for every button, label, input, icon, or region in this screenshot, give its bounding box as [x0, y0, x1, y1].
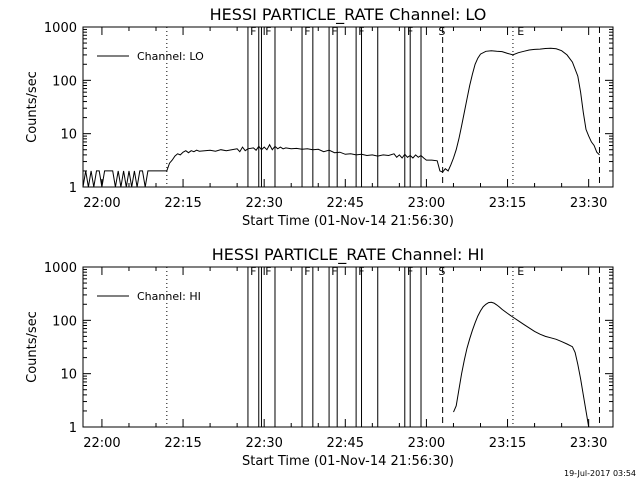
plot-frame: [82, 266, 614, 428]
series-line: [82, 47, 600, 188]
x-axis-label: Start Time (01-Nov-14 21:56:30): [242, 214, 454, 229]
x-axis-label: Start Time (01-Nov-14 21:56:30): [242, 454, 454, 469]
y-tick-label: 1000: [44, 261, 77, 276]
flag-label: F: [304, 25, 310, 38]
x-tick-label: 23:15: [489, 196, 526, 211]
x-tick-label: 22:00: [83, 436, 120, 451]
x-tick-label: 22:45: [327, 436, 364, 451]
y-axis-label: Counts/sec: [25, 311, 40, 383]
x-tick-label: 22:45: [327, 196, 364, 211]
y-tick-label: 1000: [44, 21, 77, 36]
y-tick-label: 10: [60, 368, 77, 383]
flag-label: S: [438, 25, 445, 38]
flag-label: F: [331, 265, 337, 278]
x-tick-label: 23:00: [408, 436, 445, 451]
series-line: [453, 301, 590, 428]
flag-label: E: [517, 265, 524, 278]
flag-label: F: [265, 25, 271, 38]
flag-label: F: [250, 265, 256, 278]
chart-panel-hi: HESSI PARTICLE_RATE Channel: HI 22:00 22:1…: [25, 245, 614, 469]
flag-label: F: [407, 25, 413, 38]
flag-label: F: [304, 265, 310, 278]
chart-title: HESSI PARTICLE_RATE Channel: LO: [210, 5, 487, 25]
plot-frame: [82, 26, 614, 188]
flag-label: F: [358, 265, 364, 278]
y-tick-label: 100: [52, 74, 77, 89]
timestamp: 19-Jul-2017 03:54: [564, 469, 636, 478]
y-tick-label: 10: [60, 128, 77, 143]
flag-label: E: [517, 25, 524, 38]
x-tick-label: 22:30: [245, 196, 282, 211]
x-tick-label: 23:30: [570, 196, 607, 211]
x-tick-label: 23:30: [570, 436, 607, 451]
legend-label: Channel: LO: [137, 50, 204, 63]
y-tick-label: 100: [52, 314, 77, 329]
chart-panel-lo: HESSI PARTICLE_RATE Channel: LO 22:00 22:1…: [25, 5, 614, 229]
flag-label: S: [438, 265, 445, 278]
x-tick-label: 23:15: [489, 436, 526, 451]
y-tick-label: 1: [69, 421, 77, 436]
y-tick-label: 1: [69, 181, 77, 196]
x-tick-label: 22:15: [164, 436, 201, 451]
flag-label: F: [407, 265, 413, 278]
flag-label: F: [331, 25, 337, 38]
flag-label: F: [358, 25, 364, 38]
x-tick-label: 22:30: [245, 436, 282, 451]
chart-title: HESSI PARTICLE_RATE Channel: HI: [212, 245, 485, 265]
x-tick-label: 22:15: [164, 196, 201, 211]
flag-label: F: [265, 265, 271, 278]
legend-label: Channel: HI: [137, 290, 201, 303]
x-tick-label: 23:00: [408, 196, 445, 211]
x-tick-label: 22:00: [83, 196, 120, 211]
flag-label: F: [250, 25, 256, 38]
y-axis-label: Counts/sec: [25, 71, 40, 143]
